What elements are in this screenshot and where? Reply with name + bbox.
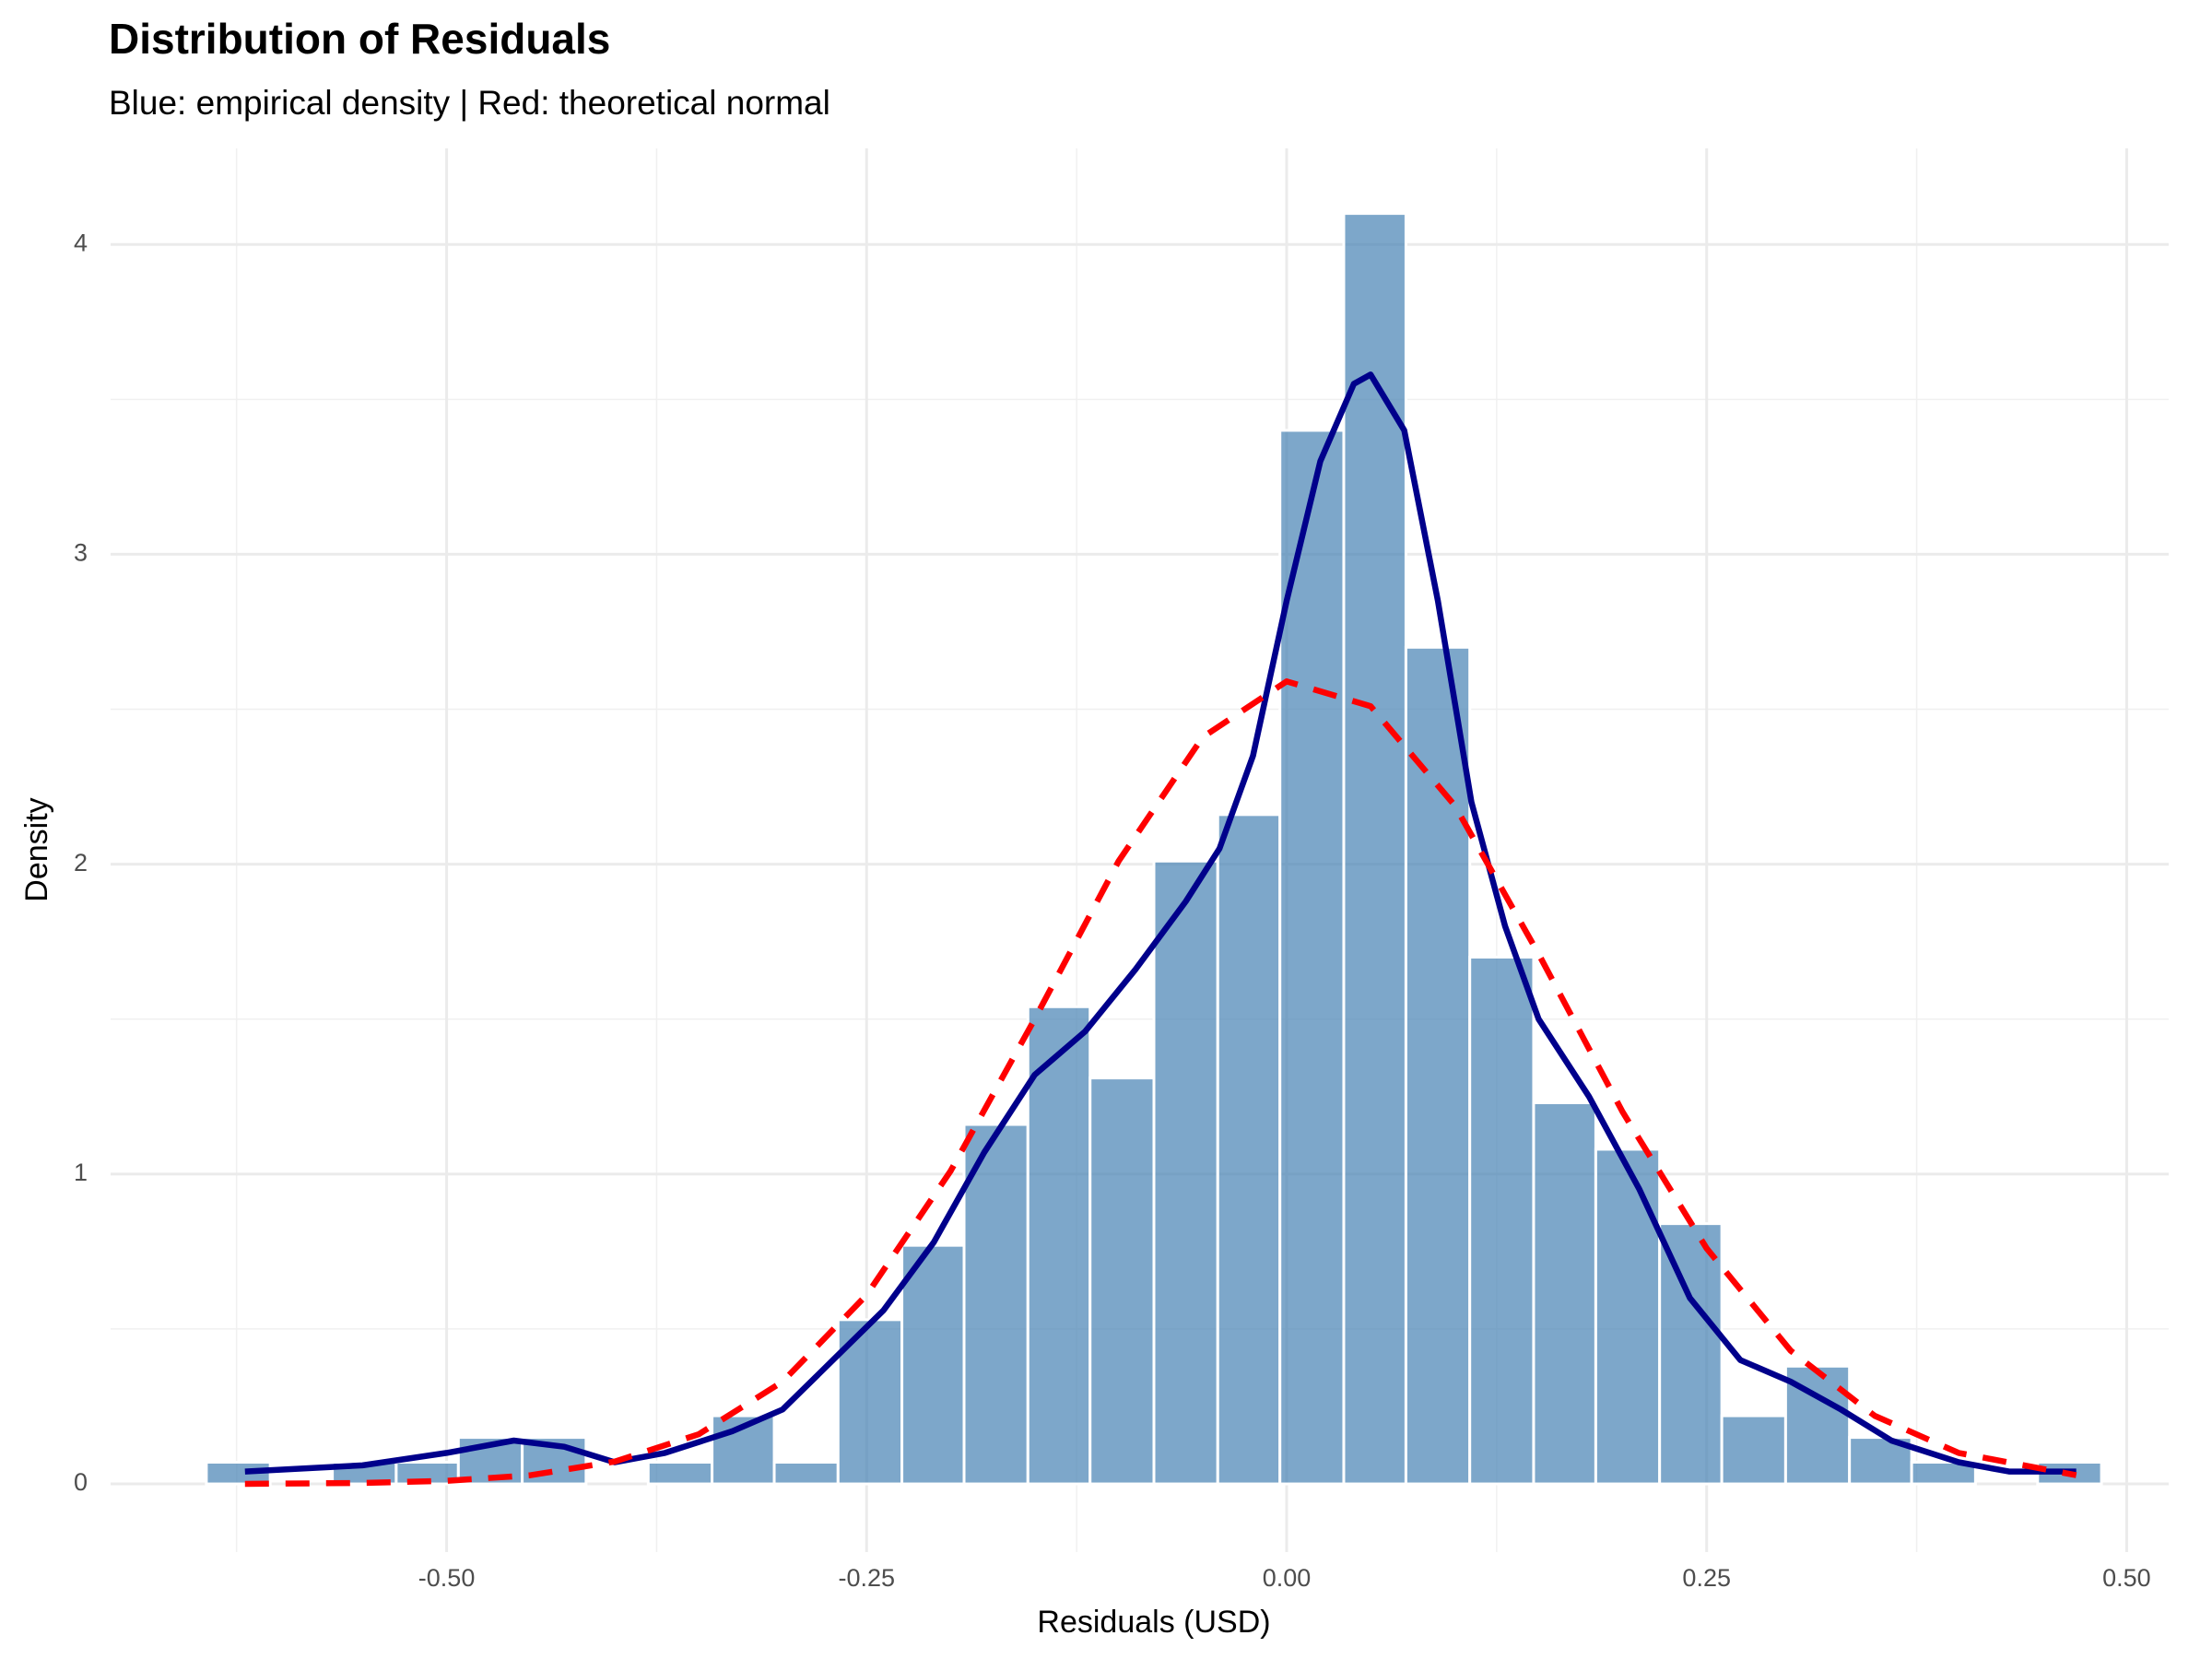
bar	[900, 1243, 966, 1486]
x-tick-label: -0.25	[839, 1564, 896, 1592]
bar	[1152, 859, 1219, 1486]
bar	[1468, 955, 1535, 1486]
bar	[1720, 1414, 1787, 1486]
density-curve	[244, 371, 2077, 1475]
bar	[962, 1123, 1030, 1486]
bar	[1404, 645, 1472, 1486]
bar	[646, 1461, 714, 1486]
bar	[1910, 1461, 1977, 1486]
x-tick-label: 0.25	[1682, 1564, 1731, 1592]
x-tick-label: 0.50	[2102, 1564, 2151, 1592]
bar	[1658, 1222, 1724, 1486]
y-tick-label: 2	[74, 849, 88, 877]
bar	[1278, 429, 1346, 1486]
chart-subtitle: Blue: empirical density | Red: theoretic…	[109, 84, 830, 122]
bar	[1532, 1101, 1597, 1486]
bars	[205, 212, 2103, 1486]
bar	[1216, 813, 1282, 1486]
bar	[1026, 1005, 1092, 1486]
bar	[772, 1461, 840, 1486]
bar	[1088, 1077, 1156, 1486]
x-axis-title: Residuals (USD)	[1037, 1605, 1270, 1640]
y-tick-label: 4	[74, 229, 88, 256]
chart-title: Distribution of Residuals	[109, 15, 610, 63]
y-tick-label: 1	[74, 1159, 88, 1186]
x-tick-label: 0.00	[1263, 1564, 1312, 1592]
bar	[1342, 212, 1407, 1486]
y-tick-label: 3	[74, 539, 88, 567]
normal-curve	[244, 678, 2077, 1488]
labels: -0.50 -0.25 0.00 0.25 0.50 0 1 2 3 4	[74, 229, 2151, 1592]
curves	[244, 371, 2077, 1488]
y-axis-title: Density	[19, 797, 54, 901]
x-tick-label: -0.50	[418, 1564, 476, 1592]
y-tick-label: 0	[74, 1468, 88, 1496]
bar	[1594, 1147, 1662, 1486]
